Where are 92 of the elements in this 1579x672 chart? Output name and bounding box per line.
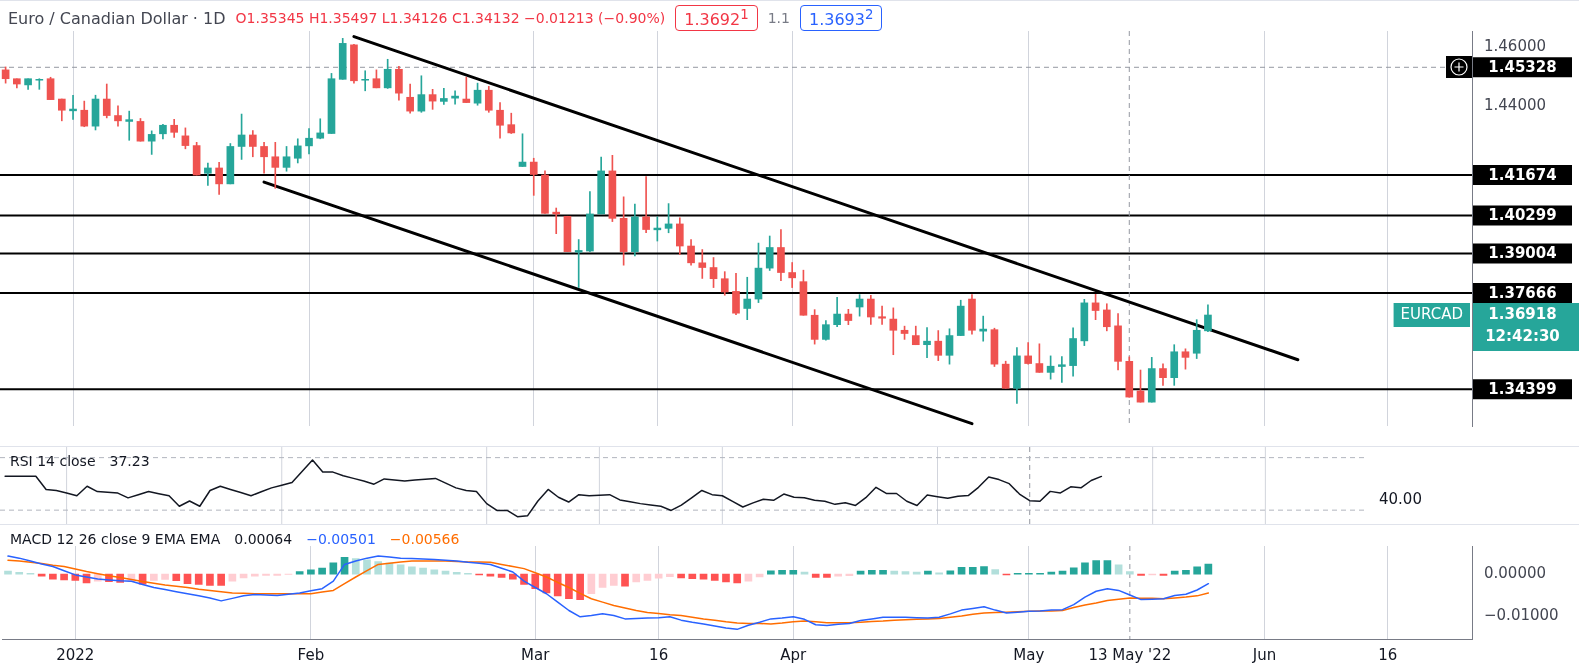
candlestick [35,78,44,90]
bar [1103,560,1112,575]
bar [576,573,584,600]
x-tick-label: 2022 [56,645,95,664]
chart-title: Euro / Canadian Dollar · 1D [8,8,226,28]
bar [744,573,753,582]
annotation: −0.00501 [305,531,377,547]
y-tick-label: 1.44000 [1484,96,1547,115]
chart-subtitle: O1.35345 H1.35497 L1.34126 C1.34132 −0.01213 (−0.90%) [235,10,666,27]
ref-line-label: 1.34399 [1488,380,1557,399]
bar [161,573,169,580]
bar [60,573,68,581]
bar [1126,571,1134,575]
y-tick-label: 1.46000 [1484,37,1547,56]
bar [946,570,955,575]
bar [318,567,326,575]
bar [867,569,876,575]
bar [150,573,158,581]
text: 1.3692$^{1}$ [675,5,758,32]
bar [968,567,977,575]
bar [228,573,237,582]
bar [767,570,775,575]
bar [329,562,338,575]
x-tick-label: Jun [1251,645,1277,664]
bar [1193,566,1201,575]
bar [677,573,685,579]
annotation: −0.00566 [388,531,461,547]
bar [408,566,416,575]
bar [172,573,181,582]
bar [553,573,562,597]
bar [217,573,225,586]
bar [789,569,798,575]
bar [295,571,304,575]
candlestick [361,70,370,92]
candlestick [574,239,583,288]
bar [1092,560,1101,575]
bar [823,573,831,578]
bar [980,566,988,575]
bar [778,569,786,575]
x-tick-label: Apr [780,645,808,664]
ref-line-label: 1.45328 [1488,58,1557,77]
x-tick-label: May [1013,645,1045,664]
text: 12:42:30 [1485,326,1560,345]
bar [49,573,57,580]
chart-title: RSI 14 close [9,453,97,469]
bar [351,558,360,575]
bar [991,569,1000,575]
bar [643,573,652,581]
x-tick-label: Mar [521,645,551,664]
bar [565,573,573,600]
candlestick [125,110,134,141]
bar [722,573,730,583]
annotation: EURCAD [1400,304,1463,323]
bar [811,573,820,578]
ref-line-label: 1.40299 [1488,206,1557,225]
bar [194,573,203,585]
y-tick-label: −0.01000 [1484,605,1559,624]
x-tick-label: Feb [297,645,325,664]
ref-line-label: 1.39004 [1488,244,1557,263]
bar [654,573,663,579]
x-tick-label: 13 May '22 [1088,645,1172,664]
bar [1069,567,1078,575]
bar [632,573,641,583]
ref-line-label: 1.41674 [1488,165,1557,184]
bar [587,573,596,595]
bar [1182,569,1190,575]
bar [666,573,674,577]
y-tick-label: 0.00000 [1484,563,1547,582]
candlestick [1058,356,1066,383]
bar [598,573,607,588]
bar [609,573,618,586]
bar [621,573,629,587]
bar [419,567,427,575]
x-tick-label: 16 [1378,645,1398,664]
bar [1081,562,1089,575]
bar [710,573,719,581]
candlestick [878,305,886,325]
chart-title: MACD 12 26 close 9 EMA EMA [9,531,222,547]
bar [497,573,506,578]
text: 1.3693$^{2}$ [799,5,883,32]
bar [531,573,540,590]
ref-line-label: 1.37666 [1488,283,1557,302]
annotation: 0.00064 [233,531,294,547]
text: 40.00 [1379,490,1422,508]
annotation: 37.23 [108,453,151,469]
bar [733,573,742,584]
bar [688,573,697,580]
text: 1.1 [767,10,790,27]
x-tick-label: 16 [649,645,669,664]
bar [879,569,887,575]
text: 1.36918 [1488,304,1557,323]
bar [206,573,214,586]
